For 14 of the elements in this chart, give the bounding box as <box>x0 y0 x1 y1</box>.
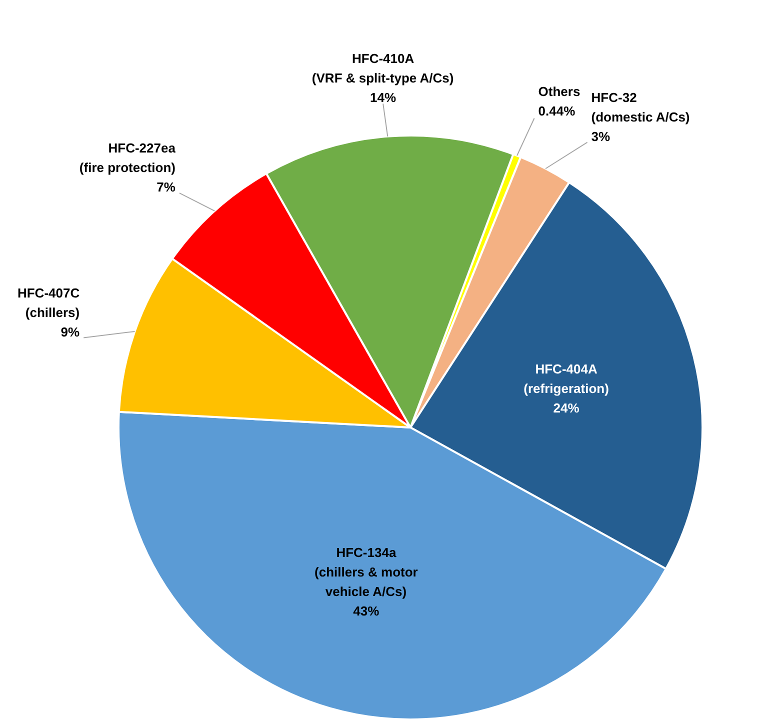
data-label: 3% <box>591 128 611 144</box>
data-label: 9% <box>60 324 80 340</box>
slice-label: HFC-32 (domestic A/Cs) <box>591 90 690 124</box>
data-label: 43% <box>353 604 380 619</box>
slice-label: Others <box>538 84 580 99</box>
slice-label: HFC-407C (chillers) <box>17 285 80 320</box>
slice-label: HFC-410A (VRF & split-type A/Cs) <box>312 51 454 86</box>
slice-label: HFC-227ea (fire protection) <box>79 140 176 176</box>
slice-label: HFC-134a (chillers & motor vehicle A/Cs) <box>314 545 418 600</box>
data-label: 7% <box>156 180 176 195</box>
slice-label: HFC-404A (refrigeration) <box>524 361 609 396</box>
data-label: 24% <box>553 400 580 416</box>
data-label: 14% <box>370 90 397 106</box>
data-label: 0.44% <box>538 103 576 118</box>
